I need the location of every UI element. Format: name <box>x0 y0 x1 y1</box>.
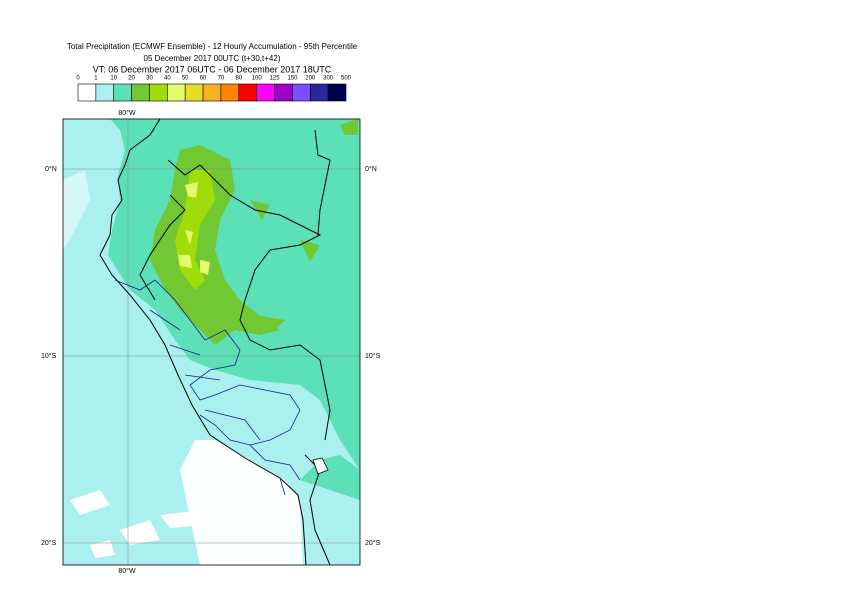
colorbar-box <box>184 83 204 102</box>
colorbar-box <box>309 83 329 102</box>
dry-patch <box>63 170 90 250</box>
colorbar-label: 50 <box>182 76 189 82</box>
colorbar: 0 1 10 20 30 40 50 60 70 80 100 125 150 200 300 500 <box>76 76 352 102</box>
valid-time: VT: 06 December 2017 06UTC - 06 December… <box>93 64 332 74</box>
colorbar-label: 300 <box>323 76 334 82</box>
colorbar-box <box>95 83 115 102</box>
colorbar-box <box>238 83 257 102</box>
lon-label: 80°W <box>118 567 136 575</box>
green-region <box>150 145 280 345</box>
colorbar-label: 20 <box>128 76 135 82</box>
department-borders <box>114 279 301 496</box>
map-frame <box>62 118 361 566</box>
colorbar-label: 150 <box>287 76 298 82</box>
colorbar-box <box>77 83 97 102</box>
map <box>63 119 360 565</box>
colorbar-box <box>167 83 186 102</box>
colorbar-label: 200 <box>305 76 316 82</box>
subtitle: 05 December 2017 00UTC (t+30,t+42) <box>144 54 281 63</box>
colorbar-box <box>220 83 240 102</box>
colorbar-label: 10 <box>110 76 117 82</box>
colorbar-label: 30 <box>146 76 153 82</box>
lon-label: 80°W <box>118 109 136 117</box>
colorbar-box <box>113 83 132 102</box>
lake-titicaca <box>312 457 329 475</box>
coastline <box>99 119 307 565</box>
colorbar-box <box>327 83 347 102</box>
colorbar-label: 500 <box>341 76 352 82</box>
lat-label: 10°S <box>41 352 57 360</box>
borders <box>139 129 331 565</box>
dry-region <box>180 440 303 565</box>
colorbar-label: 125 <box>270 76 281 82</box>
colorbar-box <box>256 83 275 102</box>
title: Total Precipitation (ECMWF Ensemble) - 1… <box>67 42 358 51</box>
colorbar-box <box>131 83 150 102</box>
colorbar-box <box>292 83 311 102</box>
lat-label: 20°S <box>41 539 57 547</box>
colorbar-label: 40 <box>164 76 171 82</box>
colorbar-box <box>149 83 168 102</box>
colorbar-box <box>202 83 222 102</box>
colorbar-label: 0 <box>76 76 80 82</box>
colorbar-box <box>274 83 293 102</box>
colorbar-label: 60 <box>200 76 207 82</box>
colorbar-label: 80 <box>235 76 242 82</box>
lat-label: 20°S <box>365 539 381 547</box>
lat-label: 0°N <box>365 165 377 173</box>
lat-label: 10°S <box>365 352 381 360</box>
colorbar-label: 1 <box>94 76 98 82</box>
lat-label: 0°N <box>45 165 57 173</box>
dry-patch <box>70 490 210 558</box>
colorbar-label: 70 <box>218 76 225 82</box>
colorbar-label: 100 <box>252 76 263 82</box>
